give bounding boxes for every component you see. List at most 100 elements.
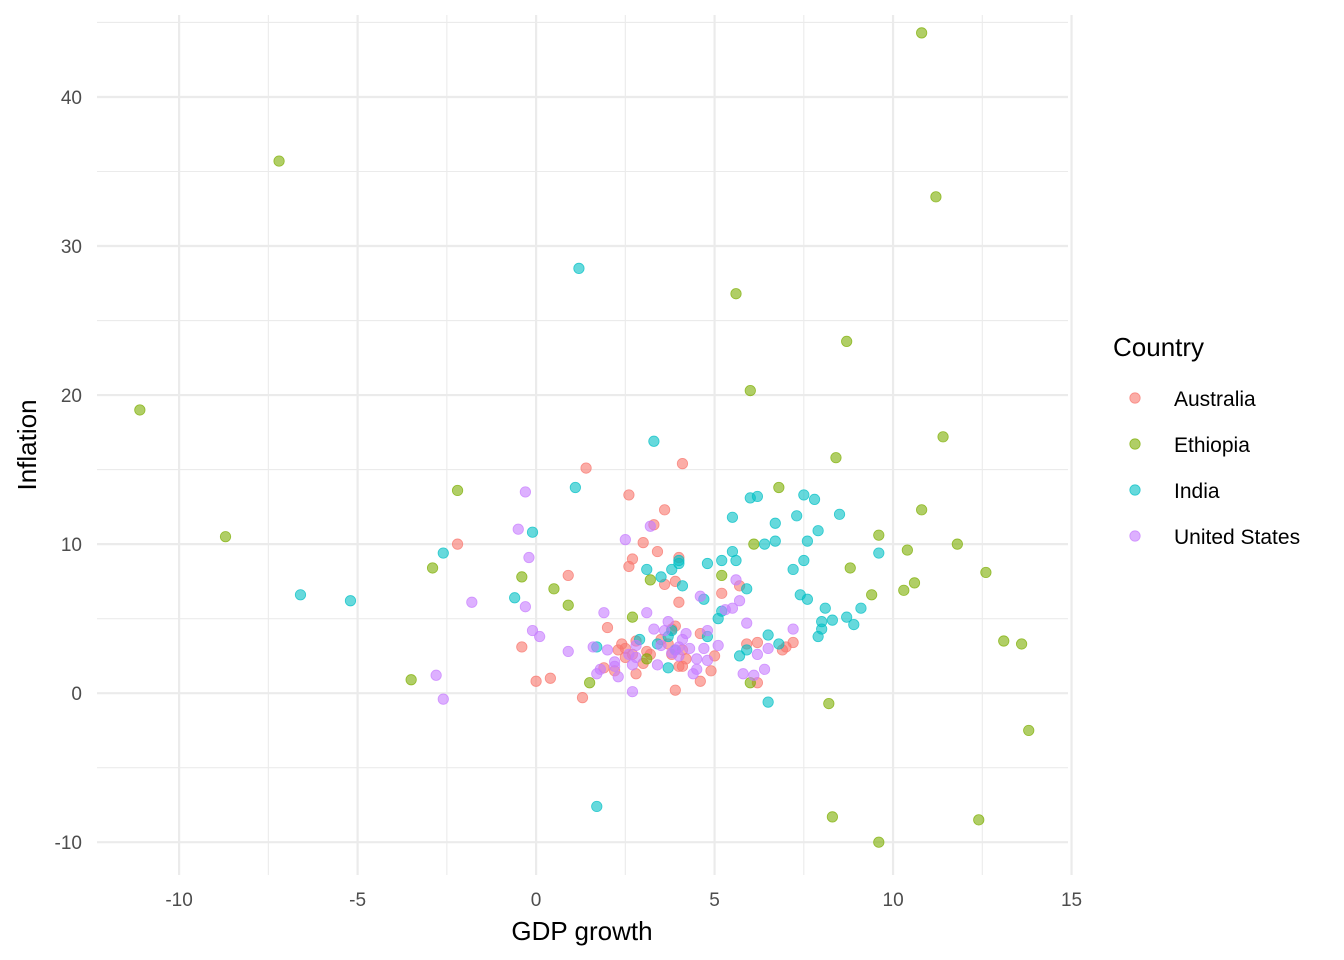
point-india bbox=[758, 538, 771, 550]
point-ethiopia bbox=[748, 538, 760, 550]
point-ethiopia bbox=[823, 697, 835, 710]
point-united-states bbox=[562, 645, 574, 658]
point-india bbox=[666, 563, 678, 576]
point-india bbox=[701, 557, 714, 570]
point-india bbox=[819, 602, 831, 614]
point-ethiopia bbox=[844, 562, 856, 574]
point-ethiopia bbox=[562, 599, 574, 611]
x-tick-label: 5 bbox=[709, 890, 720, 911]
point-india bbox=[787, 563, 799, 576]
point-ethiopia bbox=[980, 566, 992, 579]
data-points bbox=[134, 27, 1035, 848]
y-tick-label: 30 bbox=[61, 237, 82, 258]
point-india bbox=[791, 510, 803, 522]
point-india bbox=[826, 614, 838, 626]
point-india bbox=[437, 547, 449, 559]
point-australia bbox=[676, 458, 689, 470]
point-ethiopia bbox=[730, 288, 742, 300]
point-ethiopia bbox=[644, 574, 656, 586]
point-australia bbox=[626, 553, 639, 565]
point-united-states bbox=[691, 663, 703, 675]
point-united-states bbox=[626, 686, 639, 698]
point-united-states bbox=[730, 574, 742, 586]
point-ethiopia bbox=[866, 589, 878, 601]
point-australia bbox=[651, 545, 664, 558]
x-tick-label: 0 bbox=[531, 890, 542, 911]
point-india bbox=[773, 638, 785, 650]
point-india bbox=[751, 490, 764, 503]
point-united-states bbox=[598, 607, 610, 619]
point-united-states bbox=[680, 627, 692, 640]
legend-items: Australia Ethiopia India United States bbox=[1129, 388, 1300, 549]
point-australia bbox=[544, 672, 556, 684]
point-united-states bbox=[787, 623, 799, 635]
point-united-states bbox=[673, 650, 685, 662]
point-ethiopia bbox=[626, 611, 639, 623]
point-ethiopia bbox=[273, 155, 285, 167]
point-united-states bbox=[701, 654, 714, 666]
point-india bbox=[816, 616, 828, 628]
point-australia bbox=[562, 569, 574, 582]
point-united-states bbox=[683, 642, 696, 655]
point-united-states bbox=[630, 639, 642, 652]
point-ethiopia bbox=[134, 404, 146, 416]
point-united-states bbox=[662, 616, 674, 628]
point-united-states bbox=[691, 653, 703, 665]
point-australia bbox=[705, 665, 717, 677]
point-ethiopia bbox=[930, 191, 942, 203]
point-india bbox=[769, 517, 781, 529]
y-tick-label: 20 bbox=[61, 386, 82, 407]
point-united-states bbox=[466, 596, 478, 608]
point-ethiopia bbox=[830, 452, 842, 464]
point-australia bbox=[601, 621, 614, 634]
legend-key-ethiopia bbox=[1129, 438, 1141, 450]
point-india bbox=[662, 662, 674, 674]
point-united-states bbox=[701, 624, 714, 637]
point-india bbox=[848, 619, 860, 631]
x-axis-title: GDP growth bbox=[511, 916, 652, 946]
x-tick-label: -10 bbox=[165, 890, 192, 911]
point-ethiopia bbox=[916, 27, 928, 39]
point-ethiopia bbox=[998, 635, 1010, 647]
x-axis-ticks: -10 -5 0 5 10 15 bbox=[165, 890, 1082, 911]
point-australia bbox=[659, 504, 671, 516]
point-ethiopia bbox=[898, 584, 910, 596]
point-united-states bbox=[655, 639, 667, 652]
point-united-states bbox=[437, 693, 449, 705]
point-ethiopia bbox=[908, 577, 921, 589]
y-axis-title: Inflation bbox=[12, 399, 42, 490]
point-united-states bbox=[601, 644, 614, 656]
y-tick-label: 10 bbox=[61, 535, 82, 556]
point-india bbox=[873, 547, 885, 559]
point-australia bbox=[516, 641, 528, 653]
point-india bbox=[855, 602, 867, 614]
point-united-states bbox=[698, 642, 710, 655]
point-ethiopia bbox=[773, 481, 785, 494]
point-india bbox=[730, 554, 742, 567]
point-united-states bbox=[748, 669, 760, 681]
y-tick-label: 0 bbox=[71, 684, 82, 705]
point-india bbox=[801, 593, 814, 605]
x-tick-label: 10 bbox=[883, 890, 904, 911]
point-ethiopia bbox=[873, 529, 885, 541]
point-australia bbox=[580, 462, 592, 474]
point-ethiopia bbox=[973, 814, 985, 826]
x-tick-label: 15 bbox=[1061, 890, 1082, 911]
point-australia bbox=[673, 596, 685, 608]
point-india bbox=[509, 592, 521, 604]
point-ethiopia bbox=[826, 811, 838, 823]
point-united-states bbox=[519, 601, 531, 613]
point-ethiopia bbox=[901, 544, 913, 556]
point-australia bbox=[669, 684, 681, 696]
point-united-states bbox=[651, 659, 664, 671]
legend-key-india bbox=[1129, 484, 1141, 496]
point-ethiopia bbox=[951, 538, 963, 550]
point-united-states bbox=[644, 520, 656, 532]
point-india bbox=[841, 611, 853, 623]
point-ethiopia bbox=[219, 531, 232, 543]
point-ethiopia bbox=[584, 677, 596, 689]
point-ethiopia bbox=[426, 562, 439, 574]
point-united-states bbox=[523, 551, 535, 564]
point-united-states bbox=[430, 669, 442, 681]
